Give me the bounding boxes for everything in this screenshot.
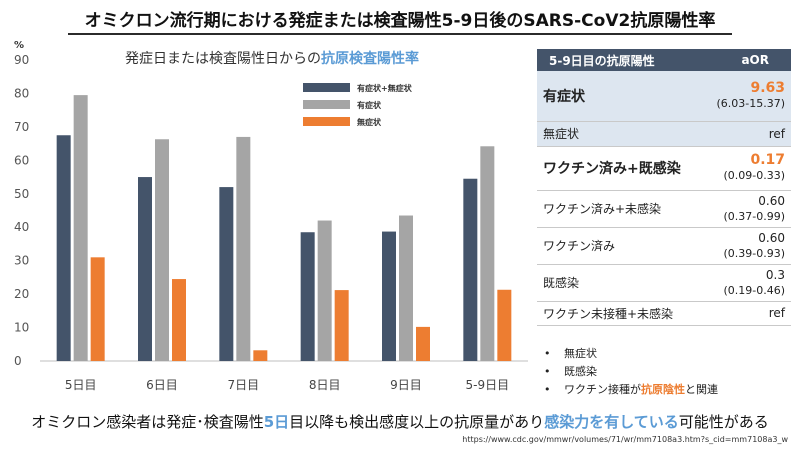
aor-value: ref	[768, 126, 785, 141]
aor-value: ref	[768, 306, 785, 320]
antigen-positivity-bar-chart: % 発症日または検査陽性日からの抗原検査陽性率 0 10 20 30 40 50 60 70 8…	[14, 40, 528, 392]
aor-ci: (0.09-0.33)	[723, 169, 785, 182]
table-row: 無症状 ref	[537, 121, 791, 147]
bar	[90, 257, 105, 361]
y-tick-label: 50	[14, 187, 29, 201]
bullet: •	[544, 347, 551, 360]
aor-table: 5-9日目の抗原陽性 aOR 有症状 9.63 (6.03-15.37) 無症状…	[537, 49, 791, 326]
legend-swatch	[303, 117, 350, 126]
row-label: 無症状	[537, 121, 703, 147]
y-tick-label: 40	[14, 220, 29, 234]
bar	[463, 178, 478, 361]
aor-value: 0.60	[758, 193, 785, 208]
list-item: • ワクチン接種が抗原陰性と関連	[540, 381, 718, 399]
bar	[73, 95, 88, 361]
bar	[236, 136, 251, 361]
y-tick-label: 30	[14, 254, 29, 268]
table-row: 既感染 0.3 (0.19-0.46)	[537, 264, 791, 302]
aor-ci: (0.19-0.46)	[723, 283, 785, 297]
list-item-text: ワクチン接種が	[564, 383, 641, 396]
bar	[480, 146, 495, 361]
row-label: ワクチン済み+未感染	[537, 190, 703, 228]
bar	[317, 220, 332, 361]
table-header-label: 5-9日目の抗原陽性	[537, 49, 703, 71]
bar	[56, 135, 71, 361]
row-label: 有症状	[537, 71, 703, 122]
table-row: ワクチン済み 0.60 (0.39-0.93)	[537, 227, 791, 265]
x-tick-label: 5日目	[65, 378, 97, 392]
list-item-highlight: 抗原陰性	[641, 383, 685, 396]
aor-value: 0.60	[758, 230, 785, 245]
y-tick-label: 60	[14, 153, 29, 167]
list-item: • 無症状	[540, 345, 718, 363]
bar	[416, 326, 430, 361]
table-row: ワクチン済み+既感染 0.17 (0.09-0.33)	[537, 146, 791, 191]
list-item-text: 既感染	[564, 365, 597, 378]
legend-swatch	[303, 83, 350, 92]
row-aor: 0.3 (0.19-0.46)	[702, 264, 791, 302]
list-item: • 既感染	[540, 363, 718, 381]
row-aor: 0.60 (0.37-0.99)	[702, 190, 791, 228]
row-label: ワクチン済み	[537, 227, 703, 265]
x-tick-label: 9日目	[390, 378, 422, 392]
row-aor: 0.17 (0.09-0.33)	[702, 146, 791, 191]
aor-value: 0.3	[765, 267, 785, 282]
row-label: ワクチン済み+既感染	[537, 146, 703, 191]
chart-title: 発症日または検査陽性日からの抗原検査陽性率	[125, 50, 419, 67]
aor-ci: (6.03-15.37)	[716, 96, 785, 110]
highlight-5-days: 5日	[263, 413, 290, 431]
bar	[300, 232, 315, 361]
y-tick-label: 90	[14, 53, 29, 67]
bar	[382, 231, 396, 361]
bullet: •	[544, 365, 551, 378]
bar	[253, 350, 268, 361]
aor-ci: (0.39-0.93)	[723, 246, 785, 260]
y-tick-label: 70	[14, 120, 29, 134]
list-item-text: 無症状	[564, 347, 597, 360]
x-tick-label: 6日目	[146, 378, 178, 392]
bar	[172, 279, 186, 361]
bar	[399, 215, 413, 361]
title-underline	[68, 33, 732, 35]
legend-label: 無症状	[357, 117, 382, 127]
row-aor: 9.63 (6.03-15.37)	[702, 71, 791, 122]
table-row: ワクチン未接種+未感染 ref	[537, 301, 791, 326]
conclusion-text: オミクロン感染者は発症･検査陽性5日目以降も検出感度以上の抗原量があり感染力を有…	[31, 413, 769, 431]
bar	[334, 290, 349, 361]
row-aor: ref	[702, 301, 791, 326]
page-title: オミクロン流行期における発症または検査陽性5-9日後のSARS-CoV2抗原陽性…	[84, 11, 716, 31]
x-tick-label: 8日目	[309, 378, 341, 392]
bullet: •	[544, 383, 551, 396]
row-aor: 0.60 (0.39-0.93)	[702, 227, 791, 265]
legend-swatch	[303, 100, 350, 109]
bar	[497, 289, 512, 361]
bar	[155, 139, 169, 361]
highlight-infectious: 感染力を有している	[544, 413, 679, 431]
y-axis-unit-label: %	[14, 40, 24, 51]
row-aor: ref	[702, 121, 791, 147]
source-link[interactable]: https://www.cdc.gov/mmwr/volumes/71/wr/m…	[462, 435, 788, 444]
list-item-text-suffix: と関連	[685, 383, 718, 396]
x-tick-label: 5-9日目	[466, 378, 510, 392]
row-label: 既感染	[537, 264, 703, 302]
y-tick-label: 10	[14, 321, 29, 335]
y-tick-label: 20	[14, 287, 29, 301]
bar	[138, 177, 152, 361]
x-tick-label: 7日目	[228, 378, 260, 392]
findings-list: • 無症状 • 既感染 • ワクチン接種が抗原陰性と関連	[540, 345, 718, 399]
table-row: ワクチン済み+未感染 0.60 (0.37-0.99)	[537, 190, 791, 228]
table-row: 有症状 9.63 (6.03-15.37)	[537, 71, 791, 122]
aor-ci: (0.37-0.99)	[723, 209, 785, 223]
y-tick-label: 80	[14, 86, 29, 100]
legend-label: 有症状+無症状	[357, 83, 413, 93]
aor-value: 9.63	[750, 79, 785, 96]
legend-label: 有症状	[357, 100, 382, 110]
y-tick-label: 0	[14, 354, 22, 368]
bar	[219, 187, 234, 361]
aor-value: 0.17	[750, 152, 785, 168]
table-header-aor: aOR	[702, 49, 791, 71]
row-label: ワクチン未接種+未感染	[537, 301, 703, 326]
